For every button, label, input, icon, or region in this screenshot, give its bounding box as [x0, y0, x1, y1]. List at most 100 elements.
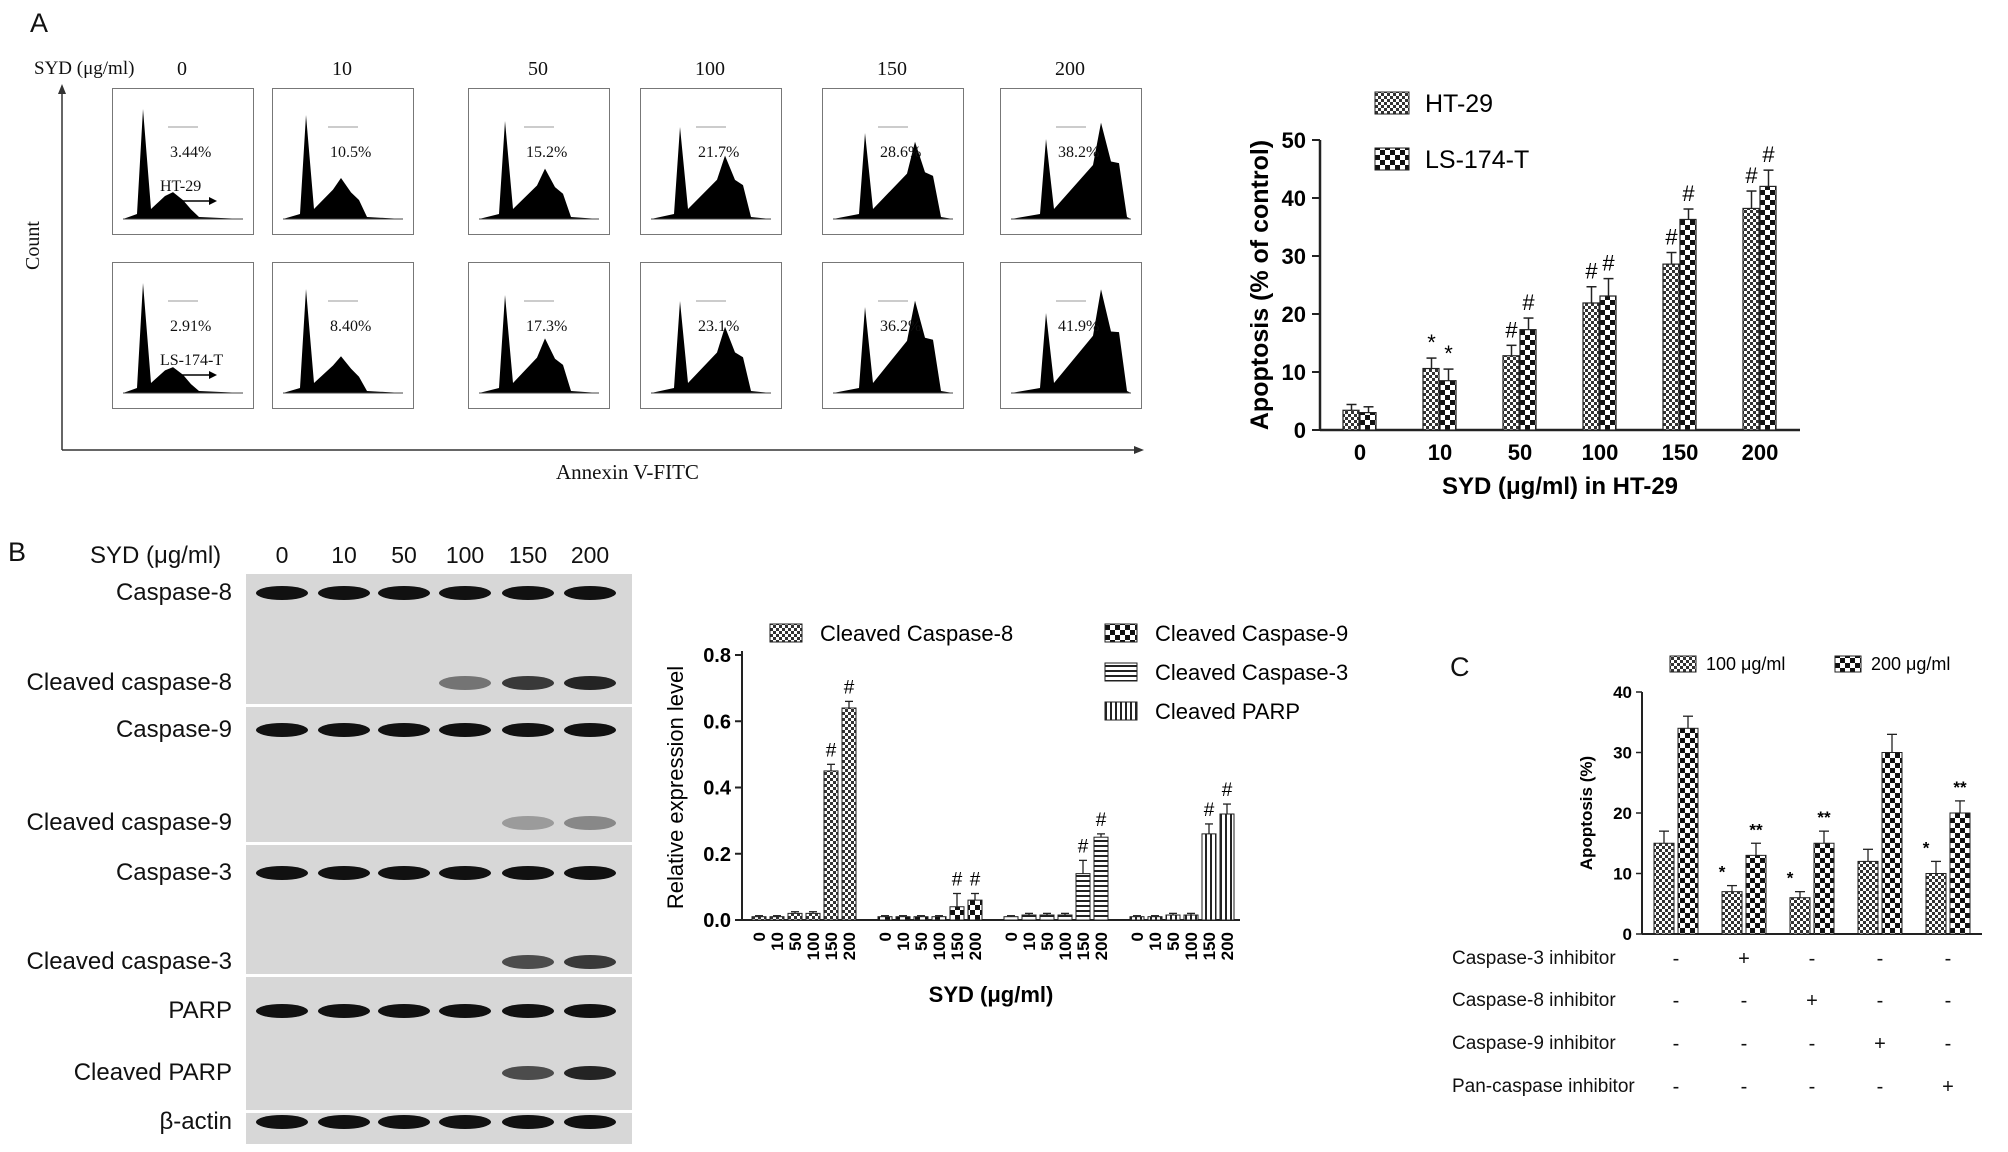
blot-separator — [246, 842, 632, 845]
x-tick-label: 200 — [1092, 932, 1111, 960]
treatment-sign: - — [1944, 948, 1952, 970]
treatment-sign: + — [1738, 948, 1750, 970]
histogram-peak — [833, 300, 953, 393]
flow-percentage: 36.2% — [880, 318, 922, 335]
blot-band — [439, 1004, 491, 1018]
blot-band — [318, 866, 370, 880]
treatment-label: Caspase-9 inhibitor — [1452, 1033, 1616, 1054]
relative-expression-chart: 0.0 0.2 0.4 0.6 0.8 Relative expression level… — [663, 621, 1348, 1007]
y-tick-label: 0 — [1623, 925, 1632, 944]
treatment-sign: - — [1808, 1076, 1816, 1098]
x-tick-label: 10 — [1146, 932, 1165, 951]
x-tick-label: 100 — [1182, 932, 1201, 960]
treatment-sign: - — [1740, 990, 1748, 1012]
x-tick-label: 200 — [840, 932, 859, 960]
flow-cell-line-label: LS-174-T — [160, 352, 224, 369]
treatment-sign: - — [1944, 1033, 1952, 1055]
flow-percentage: 41.9% — [1058, 318, 1100, 335]
blot-separator — [246, 1110, 632, 1113]
bar — [913, 916, 929, 921]
flow-percentage: 8.40% — [330, 318, 372, 335]
flow-y-axis-label: Count — [22, 221, 44, 270]
histogram-peak — [283, 289, 403, 393]
y-tick-label: 0.8 — [703, 645, 731, 667]
blot-band — [502, 1066, 554, 1080]
flow-percentage: 23.1% — [698, 318, 740, 335]
blot-band — [564, 866, 616, 880]
blot-band — [378, 586, 430, 600]
x-tick-label: 100 — [1582, 440, 1619, 465]
syd-label-b: SYD (μg/ml) — [90, 542, 222, 569]
significance-mark: # — [1745, 163, 1758, 188]
bar — [1721, 891, 1743, 935]
y-tick-label: 0.2 — [703, 844, 731, 866]
treatment-sign: + — [1942, 1076, 1954, 1098]
bar — [1677, 727, 1699, 935]
x-tick-label: 50 — [786, 932, 805, 951]
bar — [1582, 302, 1600, 431]
blot-band — [318, 1115, 370, 1129]
significance-mark: # — [1078, 836, 1089, 857]
bar — [1857, 860, 1879, 935]
x-tick-label: 0 — [1002, 932, 1021, 941]
gate-arrowhead — [209, 371, 217, 379]
flow-histogram — [468, 88, 610, 235]
significance-mark: ** — [1817, 808, 1831, 827]
flow-axes — [58, 84, 1144, 454]
histogram-peak — [833, 133, 953, 219]
histogram-peak — [1011, 122, 1131, 219]
bar — [787, 912, 803, 921]
treatment-sign: - — [1876, 948, 1884, 970]
blot-band — [256, 1004, 308, 1018]
x-tick-label: 150 — [822, 932, 841, 960]
y-tick-label: 20 — [1282, 302, 1306, 327]
histogram-peak — [651, 301, 771, 393]
significance-mark: * — [1787, 869, 1794, 888]
x-tick-label: 150 — [948, 932, 967, 960]
legend-swatch — [1374, 147, 1410, 171]
bar — [1093, 836, 1109, 921]
treatment-sign: - — [1876, 1076, 1884, 1098]
significance-mark: # — [970, 870, 981, 891]
x-tick-label: 10 — [894, 932, 913, 951]
bar — [1165, 914, 1181, 921]
syd-label-a: SYD (μg/ml) — [34, 58, 135, 79]
legend-swatch — [1104, 662, 1138, 682]
panel-label-c: C — [1450, 652, 1470, 682]
bar — [1949, 812, 1971, 935]
bar — [1147, 916, 1163, 921]
bar — [877, 916, 893, 921]
flow-histogram — [822, 88, 964, 235]
blot-concentration-label: 0 — [275, 542, 289, 568]
western-blot-image — [246, 574, 632, 1144]
histogram-peak — [123, 283, 243, 393]
treatment-sign: - — [1808, 1033, 1816, 1055]
legend-label: Cleaved Caspase-9 — [1155, 621, 1348, 646]
bar — [1599, 295, 1617, 431]
histogram-peak — [283, 115, 403, 219]
flow-percentage: 15.2% — [526, 144, 568, 161]
blot-band — [256, 586, 308, 600]
y-axis-label: Relative expression level — [663, 666, 688, 909]
bar — [1789, 897, 1811, 935]
treatment-sign: + — [1806, 990, 1818, 1012]
flow-concentration-label: 150 — [877, 58, 907, 80]
blot-band — [318, 1004, 370, 1018]
flow-histogram — [1000, 88, 1142, 235]
flow-concentration-label: 0 — [177, 58, 187, 80]
blot-band — [564, 676, 616, 690]
bar — [1057, 914, 1073, 921]
blot-band — [318, 586, 370, 600]
significance-mark: # — [1665, 225, 1678, 250]
x-tick-label: 50 — [912, 932, 931, 951]
x-tick-label: 50 — [1164, 932, 1183, 951]
y-tick-label: 0.0 — [703, 910, 731, 932]
treatment-sign: - — [1944, 990, 1952, 1012]
x-tick-label: 200 — [1218, 932, 1237, 960]
y-axis-label: Apoptosis (% of control) — [1246, 140, 1274, 430]
flow-percentage: 38.2% — [1058, 144, 1100, 161]
bar — [1813, 842, 1835, 935]
flow-percentage: 21.7% — [698, 144, 740, 161]
flow-histogram — [272, 262, 414, 409]
